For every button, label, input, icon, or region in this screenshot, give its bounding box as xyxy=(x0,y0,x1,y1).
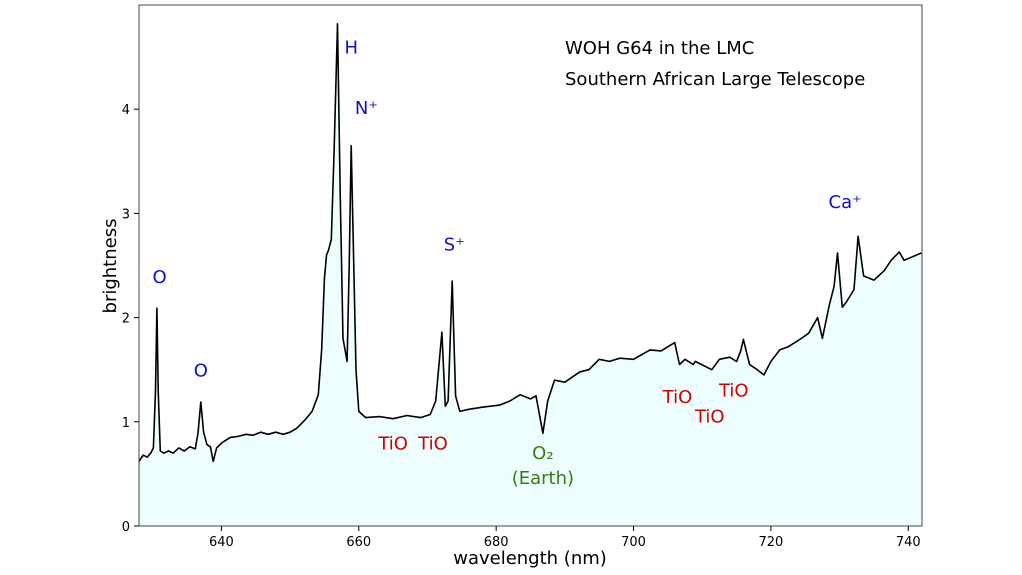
x-axis-label: wavelength (nm) xyxy=(453,548,607,569)
line-annotation: S⁺ xyxy=(444,235,465,256)
x-tick-label: 680 xyxy=(484,535,509,550)
x-tick-label: 640 xyxy=(209,535,234,550)
line-annotation: H xyxy=(344,38,358,59)
y-axis-label: brightness xyxy=(100,219,121,314)
line-annotation: TiO xyxy=(377,434,408,455)
spectrum-fill xyxy=(139,23,922,527)
y-tick-label: 2 xyxy=(122,312,130,327)
x-tick-label: 660 xyxy=(346,535,371,550)
spectrum-line xyxy=(138,22,922,463)
line-annotation: O₂ xyxy=(532,443,553,464)
line-annotation: N⁺ xyxy=(355,98,378,119)
axes-frame xyxy=(138,4,923,527)
y-tick-label: 1 xyxy=(122,416,130,431)
line-annotation: Ca⁺ xyxy=(829,192,862,213)
chart-title-line-2: Southern African Large Telescope xyxy=(565,69,865,90)
line-annotation: (Earth) xyxy=(512,468,574,489)
y-tick-label: 3 xyxy=(122,207,130,222)
line-annotation: TiO xyxy=(662,387,693,408)
line-annotation: O xyxy=(194,361,208,382)
y-tick-label: 4 xyxy=(122,103,130,118)
line-annotation: TiO xyxy=(694,407,725,428)
chart-title-line-1: WOH G64 in the LMC xyxy=(565,38,754,59)
x-tick-label: 720 xyxy=(758,535,783,550)
line-annotation: TiO xyxy=(417,434,448,455)
line-annotation: O xyxy=(153,267,167,288)
line-annotation: TiO xyxy=(718,380,749,401)
x-tick-label: 700 xyxy=(621,535,646,550)
x-tick-label: 740 xyxy=(896,535,921,550)
y-tick-label: 0 xyxy=(122,520,130,535)
